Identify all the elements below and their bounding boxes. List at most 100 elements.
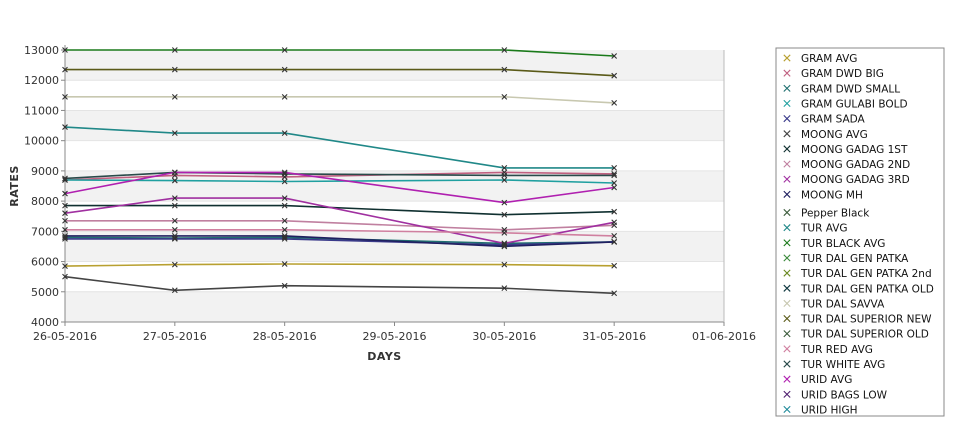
- data-point: [281, 93, 288, 100]
- legend-item: MOONG AVG: [783, 129, 868, 141]
- data-point: [171, 47, 178, 53]
- legend-box: [775, 47, 945, 417]
- data-point: [611, 53, 618, 59]
- legend-marker: [783, 254, 791, 262]
- y-axis-title: RATES: [8, 165, 21, 207]
- legend-label: TUR DAL SUPERIOR NEW: [800, 314, 932, 326]
- data-point: [62, 226, 68, 233]
- legend-label: MOONG AVG: [801, 129, 868, 141]
- legend-label: TUR WHITE AVG: [800, 359, 885, 371]
- legend-item: TUR DAL GEN PATKA 2nd: [783, 268, 932, 280]
- data-point: [281, 217, 288, 224]
- legend-label: URID HIGH: [801, 404, 858, 416]
- data-point: [171, 226, 178, 233]
- data-point: [62, 190, 68, 197]
- x-tick-label: 29-05-2016: [363, 330, 427, 343]
- data-point: [281, 226, 288, 233]
- legend-item: TUR DAL GEN PATKA OLD: [783, 283, 934, 295]
- data-point: [611, 164, 618, 171]
- legend-marker: [783, 99, 791, 108]
- data-point: [611, 239, 618, 245]
- data-point: [171, 235, 178, 241]
- data-point: [171, 169, 178, 176]
- legend-label: TUR AVG: [800, 223, 848, 235]
- legend-marker: [783, 405, 791, 414]
- data-point: [501, 243, 508, 250]
- legend-label: GRAM DWD SMALL: [801, 83, 900, 95]
- grid-band: [65, 291, 724, 322]
- legend-label: TUR DAL SAVVA: [800, 298, 885, 310]
- data-point: [281, 234, 288, 241]
- data-point: [611, 290, 618, 297]
- data-point: [501, 66, 508, 73]
- y-tick-label: 12000: [24, 74, 59, 87]
- legend-marker: [783, 375, 791, 383]
- legend-item: TUR AVG: [783, 223, 848, 235]
- legend-item: TUR WHITE AVG: [783, 359, 885, 371]
- data-point: [281, 282, 288, 289]
- legend-label: MOONG GADAG 1ST: [801, 144, 908, 156]
- data-point: [611, 171, 618, 177]
- legend-item: TUR BLACK AVG: [783, 238, 885, 250]
- legend-label: MOONG GADAG 3RD: [801, 174, 910, 186]
- y-tick-label: 4000: [31, 316, 59, 329]
- data-point: [501, 211, 508, 218]
- data-point: [62, 66, 68, 73]
- data-point: [281, 130, 288, 137]
- y-tick-label: 7000: [31, 225, 59, 238]
- legend-label: GRAM DWD BIG: [801, 68, 884, 80]
- legend-item: GRAM SADA: [783, 114, 866, 126]
- legend-item: GRAM DWD SMALL: [783, 83, 900, 95]
- legend-label: URID AVG: [801, 374, 852, 386]
- data-point: [281, 66, 288, 73]
- legend-marker: [783, 345, 791, 353]
- data-point: [62, 217, 68, 224]
- data-point: [281, 169, 288, 176]
- data-point: [171, 202, 178, 209]
- legend-label: Pepper Black: [801, 208, 870, 220]
- data-point: [62, 47, 68, 53]
- legend-item: GRAM AVG: [783, 53, 857, 65]
- legend-label: MOONG MH: [801, 189, 863, 201]
- legend-marker: [783, 190, 791, 198]
- data-point: [62, 273, 68, 280]
- data-point: [171, 261, 178, 268]
- legend-label: GRAM GULABI BOLD: [801, 98, 908, 110]
- x-tick-label: 01-06-2016: [692, 330, 756, 343]
- series-points: [62, 47, 618, 297]
- legend-item: MOONG GADAG 3RD: [783, 174, 910, 186]
- legend-marker: [783, 360, 791, 368]
- data-point: [281, 171, 288, 177]
- legend-marker: [783, 269, 791, 277]
- legend-marker: [783, 299, 791, 307]
- data-point: [62, 124, 68, 130]
- legend-item: TUR DAL GEN PATKA: [783, 253, 909, 265]
- legend-marker: [783, 224, 791, 232]
- data-point: [281, 232, 288, 239]
- data-point: [171, 130, 178, 137]
- data-point: [281, 47, 288, 53]
- y-tick-label: 6000: [31, 256, 59, 269]
- legend-item: GRAM GULABI BOLD: [783, 98, 908, 110]
- x-axis-ticks: 26-05-2016 27-05-2016 28-05-2016 29-05-2016…: [33, 322, 756, 343]
- legend-item: URID BAGS LOW: [783, 389, 888, 401]
- legend-label: TUR DAL SUPERIOR OLD: [800, 329, 929, 341]
- legend-item: URID HIGH: [783, 404, 858, 416]
- y-tick-label: 5000: [31, 286, 59, 299]
- data-point: [171, 232, 178, 239]
- y-axis-ticks: 4000 5000 6000 7000 8000 9000 10000 11000 12000 1…: [24, 44, 65, 329]
- data-point: [171, 217, 178, 224]
- legend-marker: [783, 314, 791, 323]
- legend-item: MOONG GADAG 2ND: [783, 159, 910, 171]
- grid-band: [65, 140, 724, 171]
- legend-label: TUR BLACK AVG: [800, 238, 885, 250]
- data-point: [62, 263, 68, 269]
- legend-marker: [783, 208, 791, 217]
- legend-marker: [783, 54, 791, 62]
- data-point: [171, 177, 178, 184]
- legend-label: TUR DAL GEN PATKA OLD: [800, 283, 934, 295]
- legend-marker: [783, 115, 791, 123]
- legend-item: URID AVG: [783, 374, 852, 386]
- legend-item: Pepper Black: [783, 208, 870, 220]
- legend-item: TUR DAL SUPERIOR OLD: [783, 329, 929, 341]
